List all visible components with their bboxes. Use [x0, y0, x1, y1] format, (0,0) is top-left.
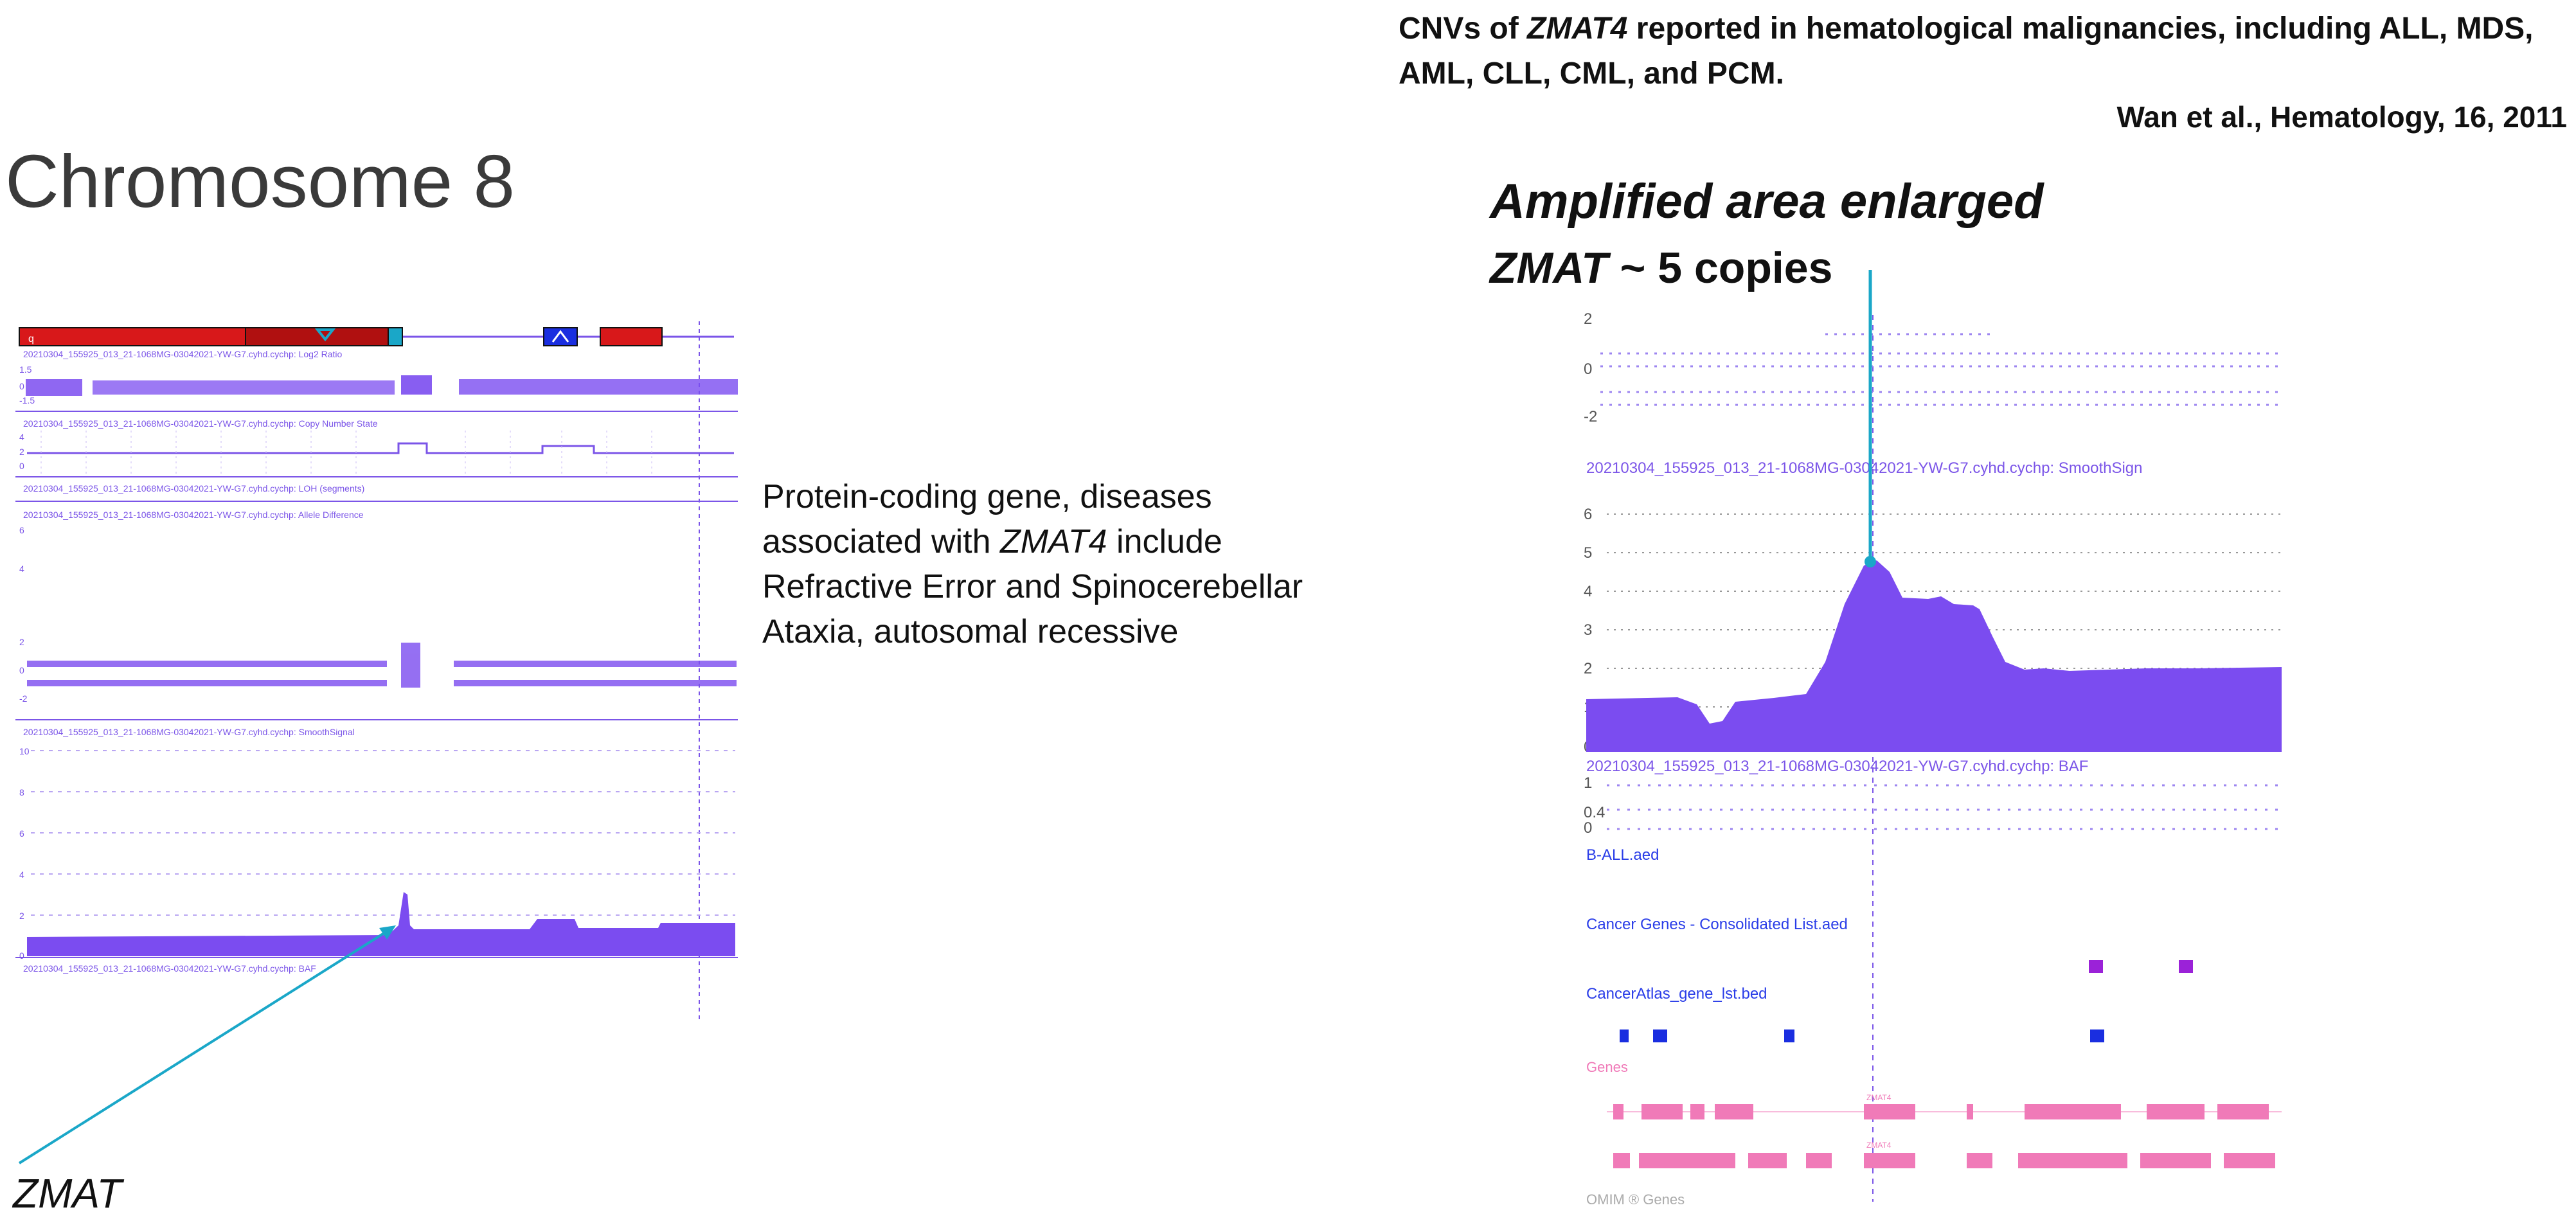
- right-smooth-tick-3: 3: [1584, 621, 1592, 639]
- chromosome-ideogram: q: [19, 327, 734, 346]
- cancer-gene-mark-1: [2089, 960, 2103, 973]
- right-arrow: [1868, 270, 1872, 559]
- right-cancer-atlas-label: CancerAtlas_gene_lst.bed: [1586, 985, 1767, 1003]
- left-allele-tick-4: 4: [19, 564, 24, 574]
- left-allele-tick-6: 6: [19, 525, 24, 535]
- right-smooth-tick-6: 6: [1584, 506, 1592, 523]
- slide-title: Chromosome 8: [5, 139, 515, 223]
- right-baf-scatter: [1607, 784, 2282, 830]
- right-top-tick-2: 2: [1584, 310, 1592, 328]
- gene-mark-label-2: ZMAT4: [1866, 1141, 1892, 1150]
- left-smooth-tick-6: 6: [19, 828, 24, 839]
- copies-heading: ZMAT ~ 5 copies: [1490, 243, 1832, 293]
- left-genome-panel: q 20210304_155925_013_21-1068MG-03042021…: [15, 321, 738, 1022]
- amplified-heading: Amplified area enlarged: [1490, 174, 2044, 229]
- left-smooth-label: 20210304_155925_013_21-1068MG-03042021-Y…: [23, 727, 355, 737]
- right-smooth-tick-5: 5: [1584, 544, 1592, 562]
- left-baf-label: 20210304_155925_013_21-1068MG-03042021-Y…: [23, 963, 316, 974]
- right-ball-label: B-ALL.aed: [1586, 846, 1659, 864]
- right-omim-label: OMIM ® Genes: [1586, 1191, 1685, 1208]
- left-allele-tick-2: 2: [19, 637, 24, 647]
- left-allele-label: 20210304_155925_013_21-1068MG-03042021-Y…: [23, 510, 364, 520]
- copies-text: ~ 5 copies: [1607, 244, 1833, 292]
- left-smooth-tick-4: 4: [19, 869, 24, 880]
- reference-line-pre: CNVs of: [1399, 12, 1528, 46]
- right-baf-tick-04: 0.4: [1584, 804, 1605, 821]
- gene-track-row-1-blocks: [1613, 1104, 2269, 1119]
- zmat-label: ZMAT: [13, 1170, 122, 1217]
- description-post: include Refractive Error and Spinocerebe…: [762, 523, 1303, 650]
- gene-mark-label-1: ZMAT4: [1866, 1093, 1892, 1102]
- left-cn-tick-4: 4: [19, 432, 24, 442]
- left-smooth-signal-area: [27, 892, 735, 956]
- gene-track-row-2-blocks: [1613, 1153, 2275, 1168]
- left-log2-tick-mid: 0: [19, 381, 24, 391]
- reference-line-post: reported in hematological malignancies, …: [1399, 12, 2534, 91]
- left-smooth-tick-8: 8: [19, 787, 24, 798]
- left-smooth-tick-10: 10: [19, 746, 30, 756]
- left-log2-tick-bot: -1.5: [19, 395, 35, 406]
- left-allele-tick-0: 0: [19, 665, 24, 675]
- left-log2-tick-top: 1.5: [19, 364, 32, 375]
- right-top-scatter: [1600, 333, 2282, 406]
- citation: Wan et al., Hematology, 16, 2011: [2116, 100, 2568, 134]
- right-baf-tick-1: 1: [1584, 774, 1592, 792]
- copies-gene: ZMAT: [1490, 244, 1608, 292]
- left-log2-track: [26, 375, 738, 396]
- description-pre: Protein-coding gene, diseases associated…: [762, 478, 1212, 560]
- left-cn-tick-0: 0: [19, 461, 24, 471]
- left-cn-track: [27, 442, 734, 454]
- peak-marker: [1865, 556, 1876, 567]
- right-cancer-genes-label: Cancer Genes - Consolidated List.aed: [1586, 916, 1848, 933]
- right-top-tick-0: 0: [1584, 361, 1592, 378]
- reference-line-gene: ZMAT4: [1527, 12, 1628, 46]
- cancer-atlas-marks: [1620, 1029, 2104, 1042]
- right-baf-tick-0: 0: [1584, 819, 1592, 837]
- right-genome-panel: 2 0 -2 20210304_155925_013_21-1068MG-030…: [1584, 310, 2282, 1208]
- left-allele-track: [27, 643, 737, 688]
- right-baf-label: 20210304_155925_013_21-1068MG-03042021-Y…: [1586, 758, 2088, 775]
- left-log2-label: 20210304_155925_013_21-1068MG-03042021-Y…: [23, 349, 343, 359]
- description-gene: ZMAT4: [999, 523, 1107, 560]
- right-top-tick-neg2: -2: [1584, 408, 1597, 425]
- right-smooth-signal-area: [1586, 560, 2282, 752]
- reference-line: CNVs of ZMAT4 reported in hematological …: [1399, 6, 2568, 96]
- left-cn-label: 20210304_155925_013_21-1068MG-03042021-Y…: [23, 418, 378, 429]
- right-genes-label: Genes: [1586, 1059, 1628, 1075]
- right-smooth-tick-2: 2: [1584, 660, 1592, 677]
- left-smooth-tick-2: 2: [19, 911, 24, 921]
- gene-description: Protein-coding gene, diseases associated…: [762, 474, 1341, 654]
- left-loh-label: 20210304_155925_013_21-1068MG-03042021-Y…: [23, 483, 364, 494]
- svg-text:q: q: [28, 334, 34, 344]
- right-smooth-label: 20210304_155925_013_21-1068MG-03042021-Y…: [1586, 459, 2143, 477]
- left-cn-gridlines: [40, 431, 652, 476]
- right-smooth-tick-4: 4: [1584, 583, 1592, 600]
- left-allele-tick-neg2: -2: [19, 693, 28, 704]
- cancer-gene-mark-2: [2179, 960, 2193, 973]
- left-cn-tick-2: 2: [19, 447, 24, 457]
- left-smooth-tick-0: 0: [19, 950, 24, 961]
